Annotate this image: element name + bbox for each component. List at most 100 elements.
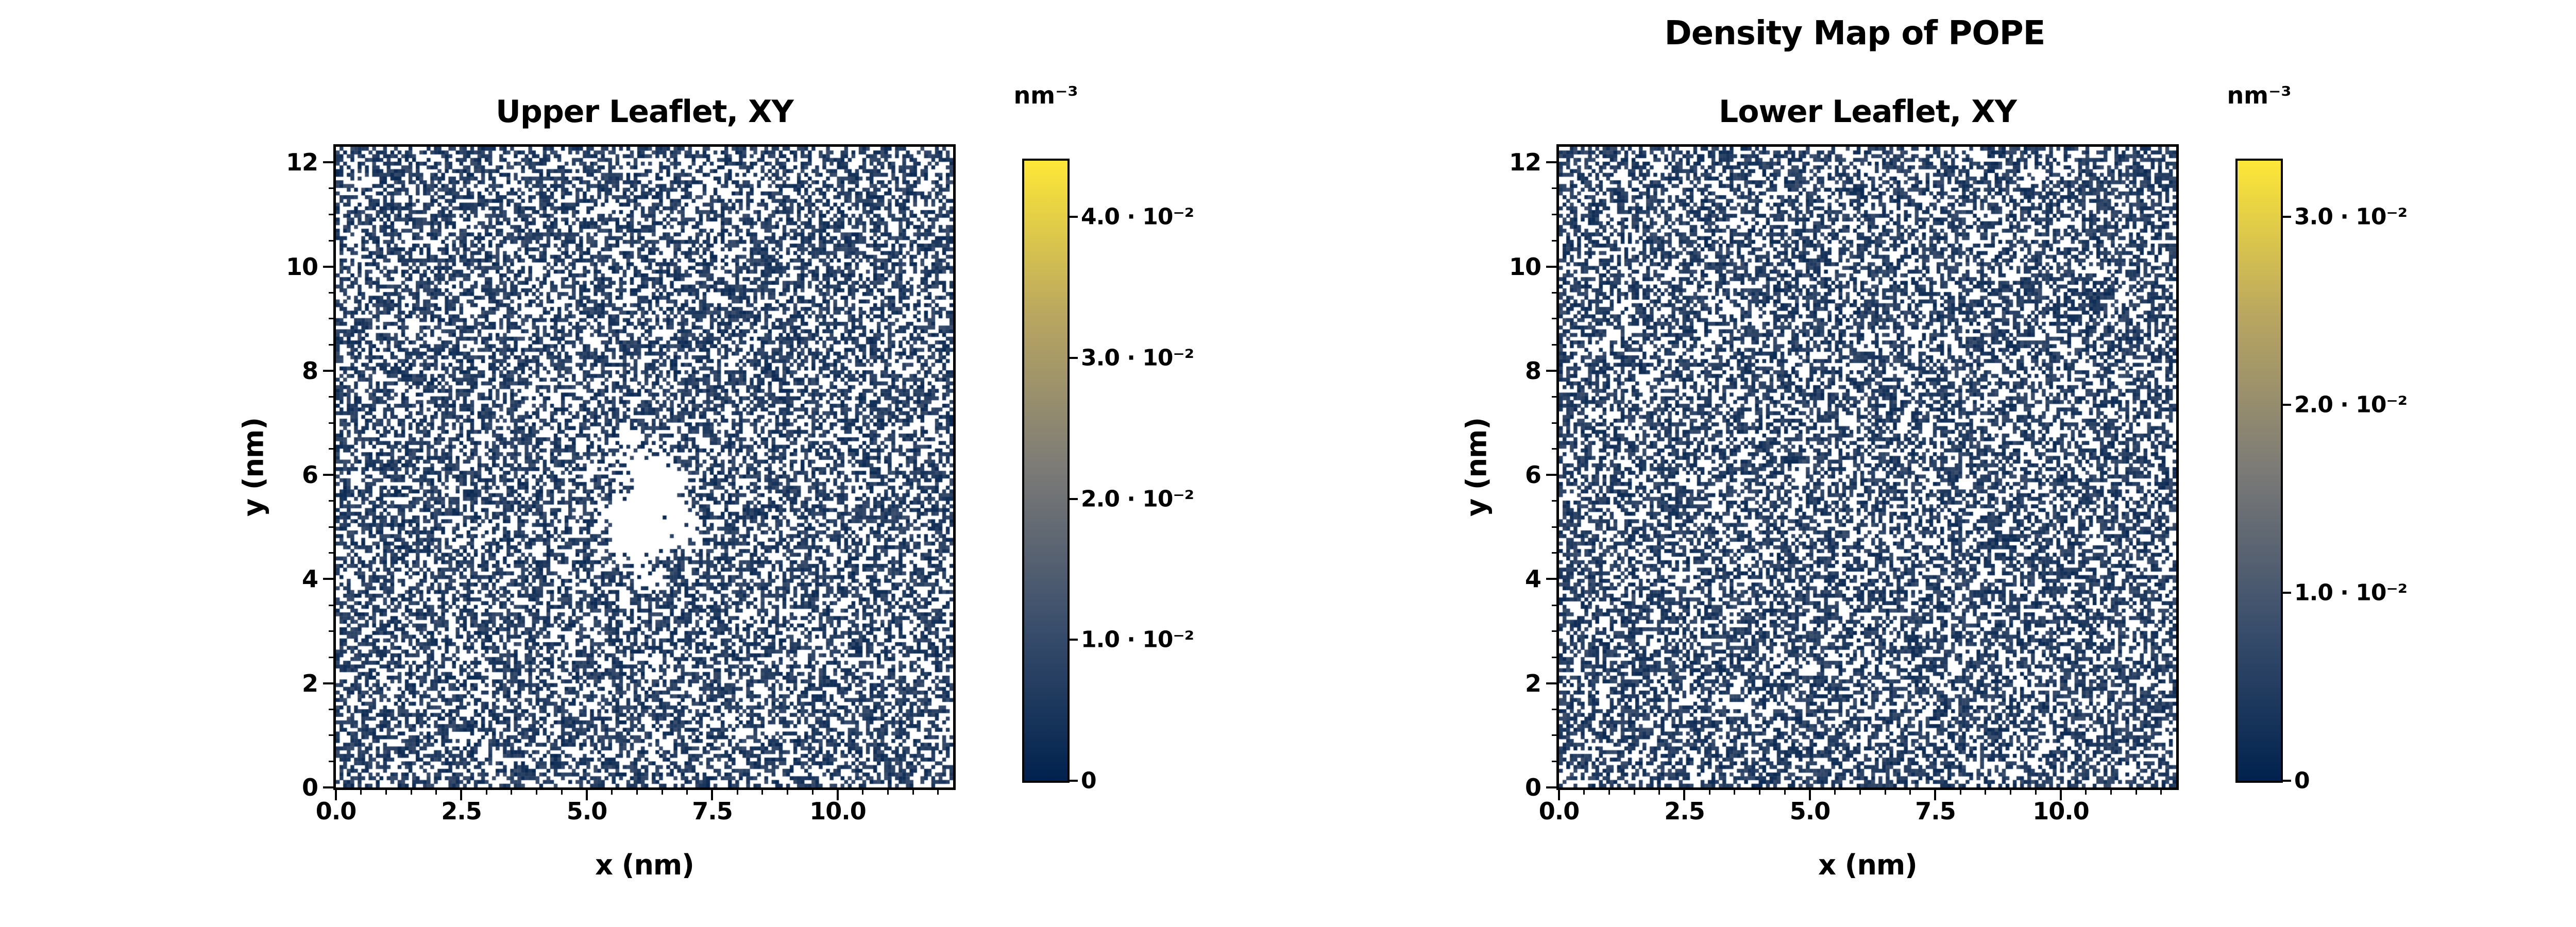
y-minor-tick bbox=[1552, 344, 1559, 346]
x-minor-tick bbox=[1734, 787, 1736, 795]
x-minor-tick bbox=[736, 787, 738, 795]
y-minor-tick bbox=[1552, 630, 1559, 632]
x-minor-tick bbox=[1608, 787, 1610, 795]
colorbar-lower-leaflet bbox=[2235, 159, 2283, 783]
y-major-tick bbox=[323, 161, 336, 164]
x-minor-tick bbox=[912, 787, 914, 795]
x-axis-label-upper-leaflet: x (nm) bbox=[595, 849, 694, 881]
y-major-tick bbox=[323, 369, 336, 372]
colorbar-tick-label: 2.0 · 10⁻² bbox=[1081, 486, 1194, 512]
x-minor-tick bbox=[410, 787, 412, 795]
x-minor-tick bbox=[1784, 787, 1786, 795]
x-tick-label: 5.0 bbox=[566, 797, 607, 825]
axes-lower-leaflet bbox=[1546, 144, 2179, 800]
y-minor-tick bbox=[1552, 552, 1559, 554]
y-minor-tick bbox=[329, 422, 336, 424]
y-minor-tick bbox=[1552, 708, 1559, 710]
x-tick-label: 7.5 bbox=[1915, 797, 1956, 825]
y-minor-tick bbox=[329, 187, 336, 190]
x-minor-tick bbox=[686, 787, 688, 795]
x-major-tick bbox=[585, 787, 588, 800]
x-minor-tick bbox=[611, 787, 613, 795]
x-minor-tick bbox=[2035, 787, 2037, 795]
y-minor-tick bbox=[329, 734, 336, 736]
colorbar-tick bbox=[1070, 497, 1078, 500]
y-tick-label: 0 bbox=[301, 774, 318, 801]
colorbar-tick-label: 3.0 · 10⁻² bbox=[2294, 203, 2408, 230]
x-tick-label: 7.5 bbox=[692, 797, 733, 825]
x-minor-tick bbox=[2160, 787, 2162, 795]
y-major-tick bbox=[1546, 265, 1559, 268]
y-minor-tick bbox=[1552, 422, 1559, 424]
x-tick-label: 2.5 bbox=[1664, 797, 1705, 825]
y-minor-tick bbox=[1552, 526, 1559, 528]
x-minor-tick bbox=[811, 787, 814, 795]
x-minor-tick bbox=[661, 787, 663, 795]
y-minor-tick bbox=[329, 552, 336, 554]
y-tick-label: 10 bbox=[285, 252, 318, 281]
colorbar-tick-label: 1.0 · 10⁻² bbox=[2294, 579, 2408, 606]
y-minor-tick bbox=[329, 604, 336, 606]
x-axis-label-lower-leaflet: x (nm) bbox=[1818, 849, 1918, 881]
y-tick-label: 2 bbox=[301, 669, 318, 697]
x-tick-label: 2.5 bbox=[441, 797, 482, 825]
y-minor-tick bbox=[1552, 187, 1559, 190]
x-minor-tick bbox=[2135, 787, 2137, 795]
x-minor-tick bbox=[1658, 787, 1660, 795]
x-major-tick bbox=[2059, 787, 2062, 800]
y-minor-tick bbox=[329, 630, 336, 632]
x-minor-tick bbox=[887, 787, 889, 795]
y-tick-label: 10 bbox=[1509, 252, 1541, 281]
x-tick-label: 10.0 bbox=[2032, 797, 2089, 825]
y-tick-label: 12 bbox=[1509, 148, 1541, 177]
y-minor-tick bbox=[329, 708, 336, 710]
x-major-tick bbox=[1558, 787, 1560, 800]
density-heatmap-upper-leaflet bbox=[336, 147, 953, 787]
x-minor-tick bbox=[360, 787, 362, 795]
y-minor-tick bbox=[329, 448, 336, 450]
y-minor-tick bbox=[329, 656, 336, 658]
x-minor-tick bbox=[787, 787, 789, 795]
y-tick-label: 2 bbox=[1524, 669, 1541, 697]
y-minor-tick bbox=[1552, 760, 1559, 762]
y-tick-label: 12 bbox=[285, 148, 318, 177]
x-major-tick bbox=[335, 787, 337, 800]
x-minor-tick bbox=[1759, 787, 1761, 795]
y-minor-tick bbox=[1552, 500, 1559, 502]
x-minor-tick bbox=[2110, 787, 2112, 795]
y-major-tick bbox=[1546, 474, 1559, 476]
x-minor-tick bbox=[485, 787, 487, 795]
colorbar-tick bbox=[2283, 592, 2291, 594]
colorbar-tick bbox=[1070, 780, 1078, 782]
x-tick-label: 10.0 bbox=[809, 797, 866, 825]
y-minor-tick bbox=[1552, 734, 1559, 736]
x-minor-tick bbox=[937, 787, 939, 795]
x-tick-label: 5.0 bbox=[1789, 797, 1831, 825]
y-minor-tick bbox=[329, 291, 336, 294]
y-minor-tick bbox=[1552, 396, 1559, 398]
y-minor-tick bbox=[329, 526, 336, 528]
x-major-tick bbox=[711, 787, 714, 800]
x-minor-tick bbox=[385, 787, 387, 795]
y-tick-label: 8 bbox=[1524, 356, 1541, 385]
x-minor-tick bbox=[1884, 787, 1886, 795]
y-minor-tick bbox=[329, 239, 336, 242]
x-minor-tick bbox=[862, 787, 864, 795]
y-major-tick bbox=[323, 786, 336, 788]
x-minor-tick bbox=[761, 787, 764, 795]
x-minor-tick bbox=[1583, 787, 1585, 795]
colorbar-tick-label: 3.0 · 10⁻² bbox=[1081, 345, 1194, 371]
axes-upper-leaflet bbox=[323, 144, 956, 800]
y-major-tick bbox=[323, 578, 336, 580]
colorbar-unit-label-lower-leaflet: nm⁻³ bbox=[2227, 81, 2292, 109]
y-tick-label: 4 bbox=[1524, 565, 1541, 593]
y-minor-tick bbox=[1552, 448, 1559, 450]
y-minor-tick bbox=[329, 213, 336, 215]
y-major-tick bbox=[1546, 578, 1559, 580]
y-tick-label: 0 bbox=[1524, 774, 1541, 801]
x-minor-tick bbox=[435, 787, 437, 795]
x-minor-tick bbox=[2085, 787, 2087, 795]
colorbar-tick-label: 0 bbox=[2294, 767, 2310, 794]
colorbar-tick-label: 1.0 · 10⁻² bbox=[1081, 626, 1194, 653]
